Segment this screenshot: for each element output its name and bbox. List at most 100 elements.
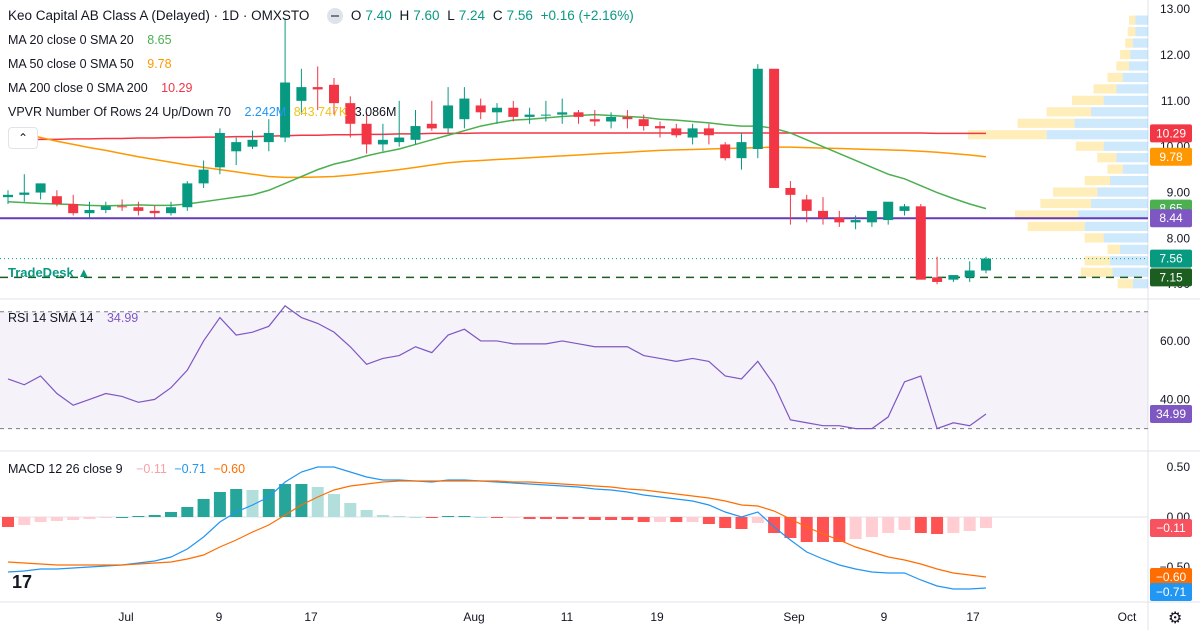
macd-line-value: −0.71 — [174, 462, 206, 476]
macd-hist-bar — [735, 517, 748, 529]
vpvr-bar-down — [1084, 256, 1110, 266]
vpvr-bar-up — [1091, 107, 1148, 117]
candle-body — [655, 126, 665, 129]
candle-body — [475, 105, 486, 113]
time-tick-label: Sep — [783, 610, 805, 624]
macd-hist-bar — [849, 517, 862, 539]
vpvr-bar-down — [1116, 61, 1129, 71]
macd-hist-bar — [246, 490, 259, 517]
candle-body — [133, 207, 144, 211]
candle-body — [508, 107, 519, 117]
vpvr-up-volume: 2.242M — [244, 105, 287, 119]
vpvr-bar-up — [1135, 26, 1148, 37]
macd-label: MACD 12 26 close 9 — [8, 462, 123, 476]
price-tag — [1150, 249, 1192, 268]
macd-hist-bar — [963, 517, 976, 531]
vpvr-bar-down — [1084, 233, 1104, 243]
vpvr-bar-down — [1107, 72, 1123, 83]
vpvr-bar-down — [1097, 153, 1117, 163]
macd-hist-bar — [931, 517, 944, 534]
candle-body — [703, 128, 714, 136]
vpvr-bar-up — [1074, 118, 1148, 128]
candle-body — [524, 114, 535, 117]
vpvr-bar-down — [968, 130, 1047, 140]
macd-hist-bar — [556, 517, 569, 519]
macd-hist-bar — [181, 507, 194, 517]
ma50-legend[interactable]: MA 50 close 0 SMA 50 9.78 — [8, 56, 176, 72]
macd-tag — [1150, 519, 1192, 537]
vpvr-down-volume: 843.747K — [293, 105, 348, 119]
ma50-line — [7, 129, 987, 179]
time-tick-label: 17 — [966, 610, 980, 624]
macd-hist-bar — [654, 517, 666, 522]
time-tick-label: 19 — [650, 610, 664, 624]
macd-hist-bar — [99, 517, 112, 518]
candle-body — [426, 123, 437, 129]
candle-body — [671, 128, 682, 136]
candle-body — [801, 199, 812, 211]
high-label: H — [399, 8, 410, 23]
candle-body — [117, 206, 128, 208]
vpvr-bar-up — [1129, 61, 1148, 71]
gear-icon[interactable]: ⚙ — [1168, 610, 1183, 627]
symbol-title[interactable]: Keo Capital AB Class A (Delayed) · 1D · … — [8, 8, 310, 23]
macd-hist-bar — [360, 510, 373, 517]
candle-body — [899, 206, 910, 211]
macd-hist-bar — [491, 517, 503, 518]
rsi-tick-label: 40.00 — [1160, 392, 1190, 406]
rsi-band — [0, 311, 1148, 429]
time-tick-label: 9 — [216, 610, 223, 624]
ma20-legend[interactable]: MA 20 close 0 SMA 20 8.65 — [8, 32, 176, 48]
macd-hist-bar — [148, 515, 161, 517]
macd-tag — [1150, 568, 1192, 586]
candle-body — [752, 68, 763, 149]
candle-body — [68, 204, 79, 214]
time-tick-label: 11 — [561, 610, 574, 624]
open-value: 7.40 — [365, 8, 392, 23]
candle-body — [948, 275, 959, 280]
macd-hist-bar — [458, 516, 471, 517]
macd-hist-bar — [116, 517, 129, 518]
price-tag-label: 7.15 — [1159, 270, 1183, 284]
vpvr-bar-up — [1091, 198, 1148, 209]
eye-icon[interactable] — [327, 8, 344, 25]
macd-hist-bar — [539, 517, 552, 519]
macd-hist-bar — [328, 494, 340, 517]
time-tick-label: Oct — [1118, 610, 1137, 624]
macd-hist-bar — [523, 517, 536, 519]
price-tick-label: 12.00 — [1160, 48, 1190, 62]
candle-body — [720, 144, 731, 159]
macd-hist-bar — [817, 517, 829, 542]
vpvr-bar-up — [1122, 72, 1148, 83]
price-tag-label: 9.78 — [1159, 150, 1183, 164]
ma50-label: MA 50 close 0 SMA 50 — [8, 57, 134, 71]
vpvr-legend[interactable]: VPVR Number Of Rows 24 Up/Down 70 2.242M… — [8, 104, 400, 120]
price-tag-label: 10.29 — [1156, 126, 1186, 140]
candle-body — [589, 119, 600, 122]
vpvr-bar-up — [1110, 256, 1148, 266]
vpvr-bar-down — [1127, 26, 1136, 37]
ma200-label: MA 200 close 0 SMA 200 — [8, 81, 148, 95]
macd-legend[interactable]: MACD 12 26 close 9 −0.11 −0.71 −0.60 — [8, 461, 249, 477]
macd-hist-bar — [393, 516, 406, 517]
price-tick-label: 9.00 — [1167, 186, 1191, 200]
ma200-legend[interactable]: MA 200 close 0 SMA 200 10.29 — [8, 80, 196, 96]
vpvr-bar-down — [1120, 49, 1131, 60]
vpvr-bar-up — [1046, 130, 1148, 140]
candle-body — [964, 270, 975, 278]
rsi-legend[interactable]: RSI 14 SMA 14 34.99 — [8, 310, 142, 326]
high-value: 7.60 — [413, 8, 440, 23]
candle-body — [492, 107, 502, 113]
candle-body — [361, 123, 372, 145]
ma20-value: 8.65 — [147, 33, 172, 47]
change-value: +0.16 (+2.16%) — [540, 8, 634, 23]
vpvr-bar-down — [1107, 244, 1121, 254]
vpvr-bar-down — [1125, 38, 1133, 48]
tradingview-logo[interactable]: 17 — [12, 572, 33, 592]
macd-hist-bar — [572, 517, 585, 519]
macd-hist-bar — [605, 517, 618, 520]
chevron-up-icon[interactable]: ⌃ — [8, 127, 38, 149]
tradedesk-label[interactable]: TradeDesk ▲ — [8, 265, 91, 280]
vpvr-bar-down — [1093, 84, 1117, 94]
